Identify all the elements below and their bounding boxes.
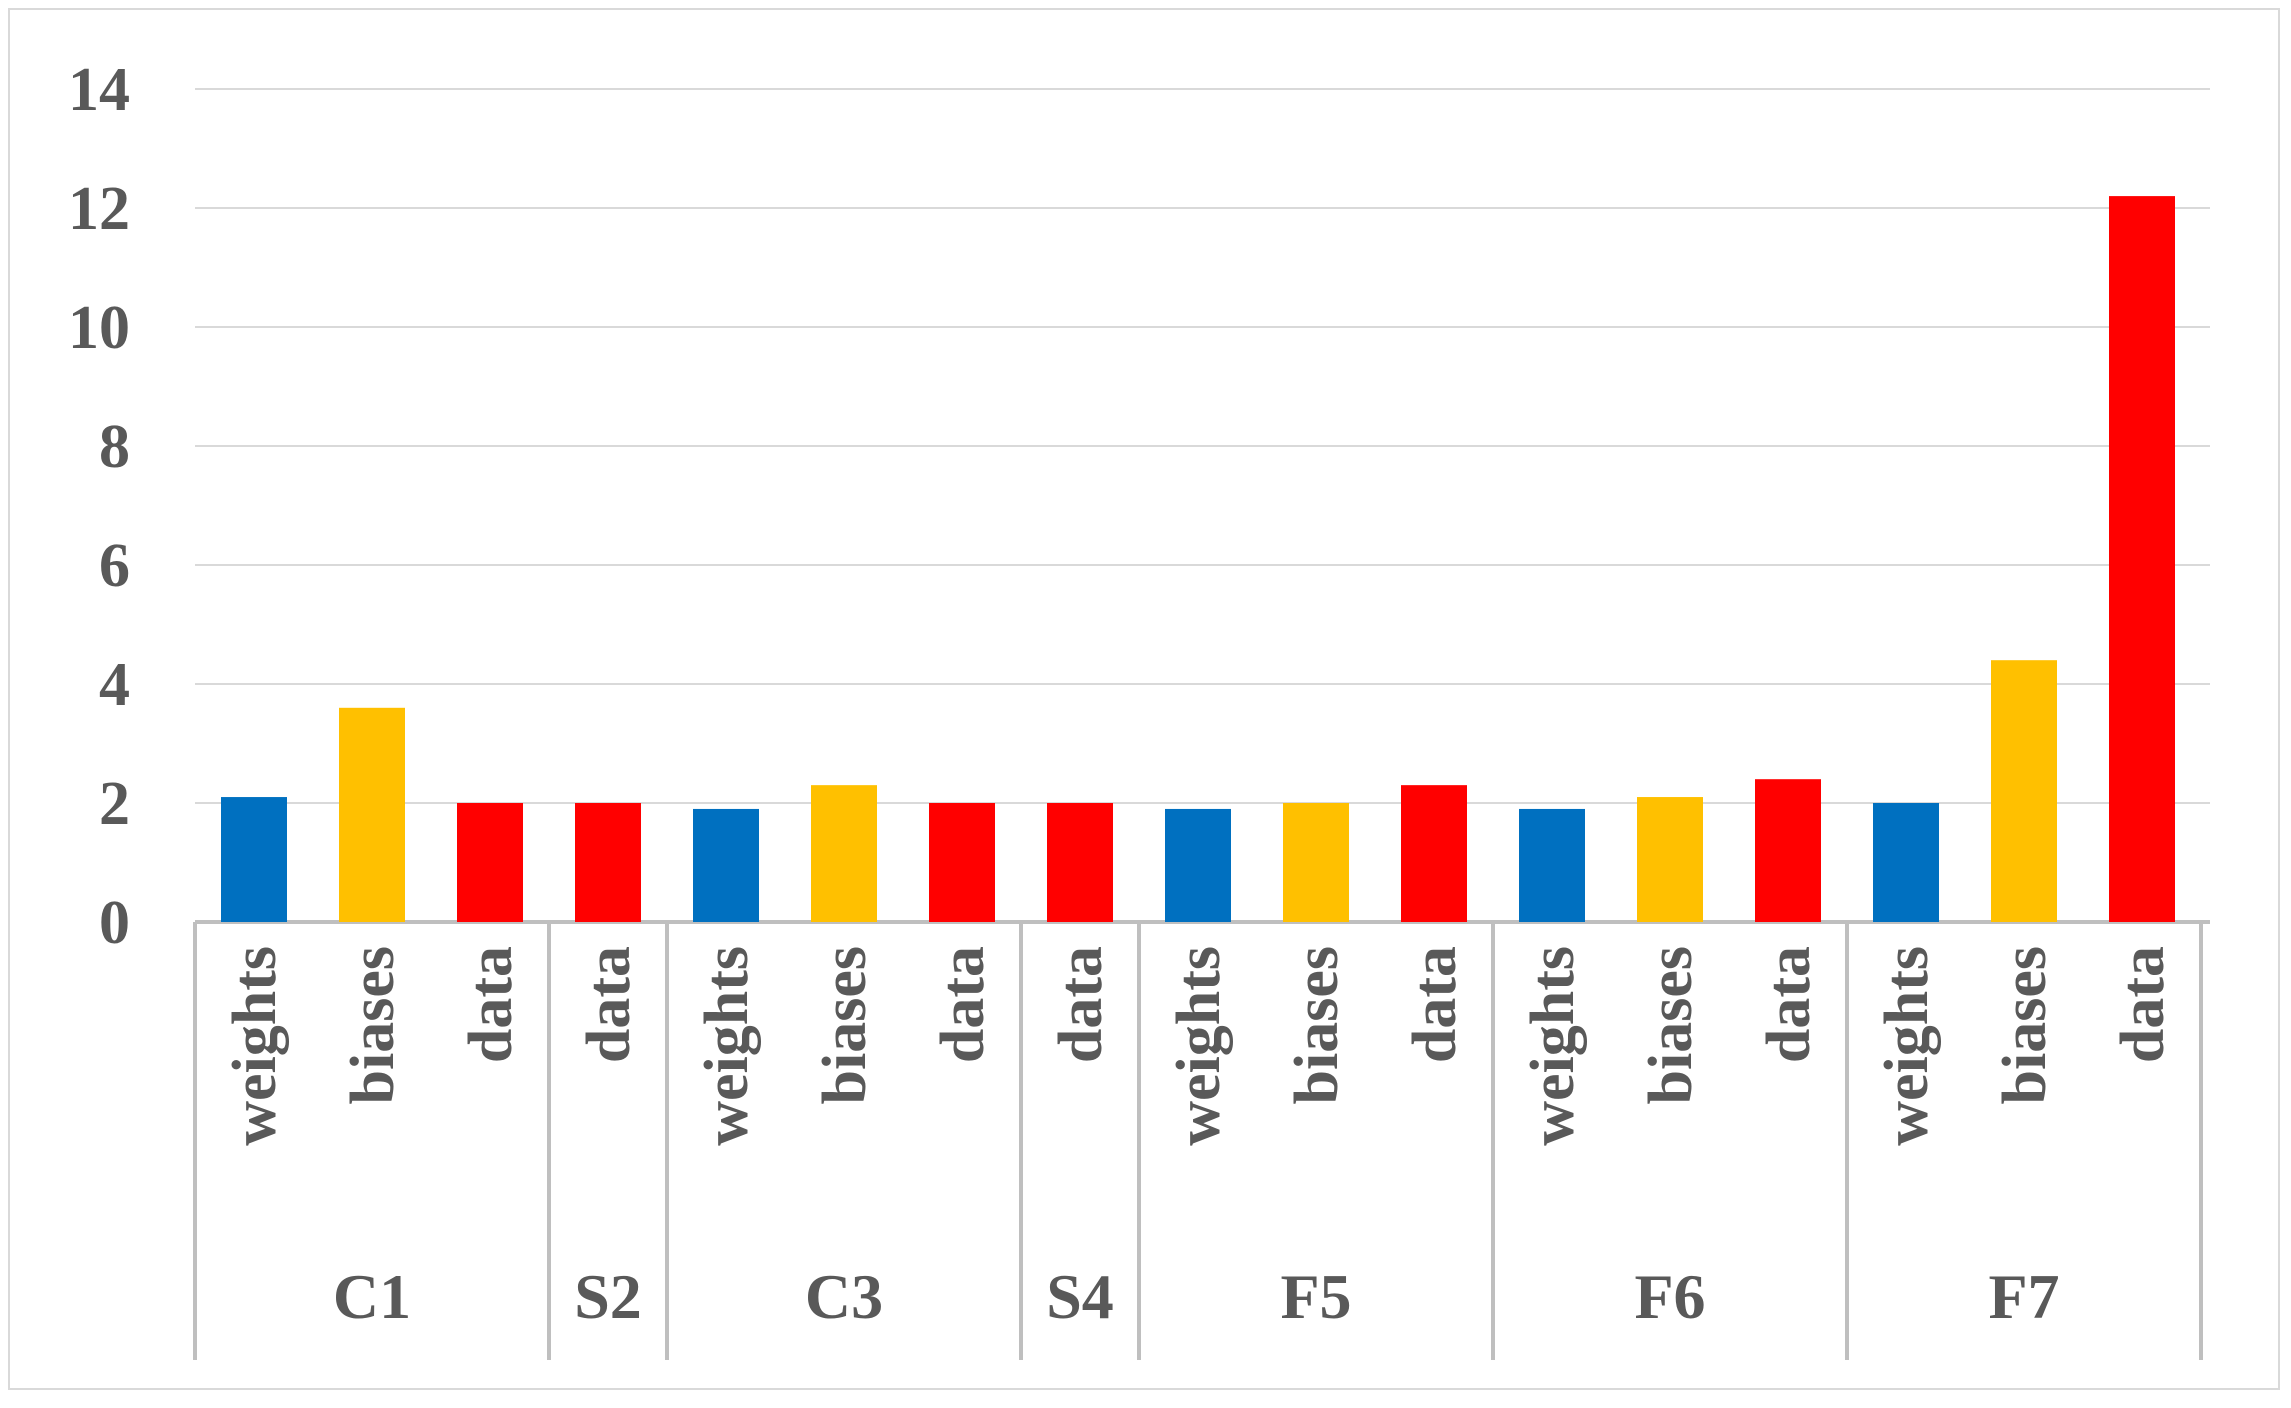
bar-f7-weights [1873,803,1939,922]
category-label: data [1755,946,1823,1063]
bar-chart: 0 2 4 6 8 10 12 14 weights biases data data weights… [68,56,2210,1360]
category-labels: weights biases data data weights biases data da… [221,946,2177,1146]
y-tick-label: 2 [99,770,130,838]
bar-c1-biases [339,707,405,922]
bar-f6-biases [1637,797,1703,922]
group-labels: C1 S2 C3 S4 F5 F6 F7 [333,1261,2060,1332]
bar-s4-data [1047,803,1113,922]
category-label: biases [1991,946,2059,1104]
group-label-c3: C3 [805,1261,883,1332]
y-tick-label: 6 [99,532,130,600]
group-label-f7: F7 [1988,1261,2059,1332]
category-label: data [575,946,643,1063]
group-label-f5: F5 [1280,1261,1351,1332]
y-tick-label: 8 [99,413,130,481]
group-label-c1: C1 [333,1261,411,1332]
bar-c1-weights [221,797,287,922]
chart-frame: 0 2 4 6 8 10 12 14 weights biases data data weights… [8,8,2280,1390]
category-label: data [457,946,525,1063]
category-label: data [1401,946,1469,1063]
y-tick-label: 4 [99,651,130,719]
category-label: weights [1519,946,1587,1146]
y-tick-label: 0 [99,889,130,957]
bar-c1-data [457,803,523,922]
category-label: weights [1165,946,1233,1146]
y-tick-label: 10 [68,294,130,362]
gridlines [195,88,2210,804]
group-label-f6: F6 [1634,1261,1705,1332]
category-label: weights [221,946,289,1146]
category-label: data [929,946,997,1063]
bar-f7-data [2109,196,2175,923]
bars [221,196,2175,923]
bar-c3-weights [693,808,759,922]
bar-f5-data [1401,785,1467,922]
bar-s2-data [575,803,641,922]
group-label-s2: S2 [574,1261,642,1332]
bar-f6-weights [1519,808,1585,922]
y-tick-label: 12 [68,175,130,243]
bar-f5-weights [1165,808,1231,922]
bar-f5-biases [1283,803,1349,922]
category-label: biases [1283,946,1351,1104]
category-label: biases [1637,946,1705,1104]
bar-c3-data [929,803,995,922]
bar-f7-biases [1991,660,2057,922]
y-tick-label: 14 [68,56,130,124]
bar-c3-biases [811,785,877,922]
category-label: weights [693,946,761,1146]
category-label: data [2109,946,2177,1063]
bar-f6-data [1755,779,1821,922]
category-label: data [1047,946,1115,1063]
category-label: biases [811,946,879,1104]
category-label: biases [339,946,407,1104]
y-axis-tick-labels: 0 2 4 6 8 10 12 14 [68,56,130,957]
category-label: weights [1873,946,1941,1146]
group-label-s4: S4 [1046,1261,1114,1332]
